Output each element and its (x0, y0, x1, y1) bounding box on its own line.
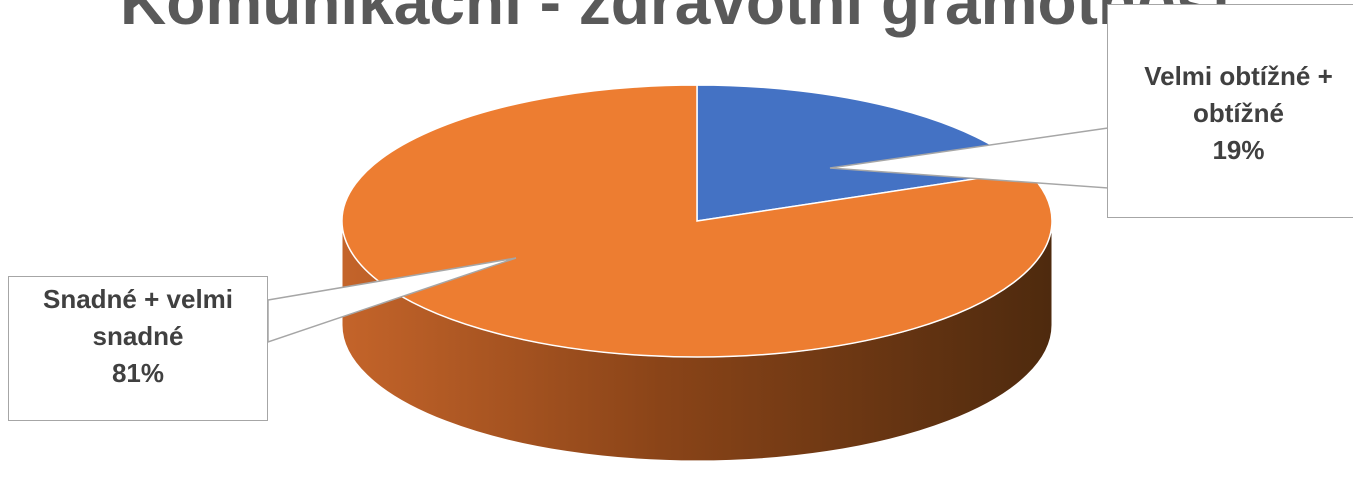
slice-1-label-line-2: obtížné (1193, 98, 1284, 128)
chart-title: Komunikační - zdravotní gramotnost (120, 0, 1233, 38)
pie-slice-2 (341, 84, 1053, 358)
data-label-slice-2: Snadné + velmi snadné 81% (8, 276, 268, 421)
slice-2-label-line-2: snadné (92, 321, 184, 351)
slice-2-label-percent: 81% (111, 358, 165, 388)
data-label-slice-1: Velmi obtížné + obtížné 19% (1107, 4, 1353, 218)
leader-line-slice-2 (267, 257, 517, 344)
slice-1-label-line-1: Velmi obtížné + (1144, 61, 1333, 91)
slice-1-label-percent: 19% (1212, 135, 1265, 165)
slice-2-label-line-1: Snadné + velmi (42, 284, 234, 314)
